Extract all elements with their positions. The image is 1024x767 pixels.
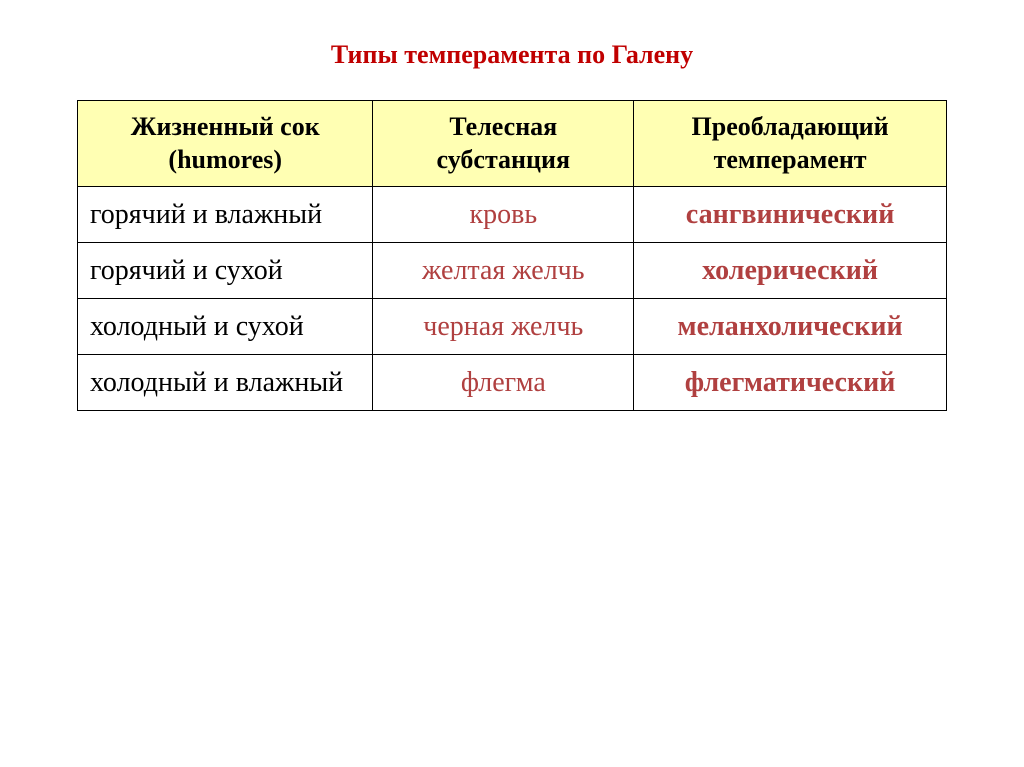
header-line: Жизненный сок	[131, 112, 320, 141]
cell-substance: флегма	[373, 355, 634, 411]
table-header-substance: Телесная субстанция	[373, 101, 634, 187]
cell-humor: горячий и влажный	[78, 187, 373, 243]
header-line: Преобладающий	[692, 112, 889, 141]
cell-humor: холодный и влажный	[78, 355, 373, 411]
cell-temperament: флегматический	[634, 355, 947, 411]
temperament-table: Жизненный сок (humores) Телесная субстан…	[77, 100, 947, 411]
table-row: холодный и сухой черная желчь меланхолич…	[78, 299, 947, 355]
header-line: субстанция	[437, 145, 571, 174]
cell-temperament: холерический	[634, 243, 947, 299]
header-line: темперамент	[714, 145, 867, 174]
cell-substance: черная желчь	[373, 299, 634, 355]
cell-temperament: сангвинический	[634, 187, 947, 243]
table-row: горячий и сухой желтая желчь холерически…	[78, 243, 947, 299]
cell-humor: горячий и сухой	[78, 243, 373, 299]
table-row: горячий и влажный кровь сангвинический	[78, 187, 947, 243]
header-line: Телесная	[449, 112, 557, 141]
table-header-temperament: Преобладающий темперамент	[634, 101, 947, 187]
slide: Типы темперамента по Галену Жизненный со…	[0, 0, 1024, 767]
table-header-humor: Жизненный сок (humores)	[78, 101, 373, 187]
cell-temperament: меланхолический	[634, 299, 947, 355]
table-header-row: Жизненный сок (humores) Телесная субстан…	[78, 101, 947, 187]
cell-humor: холодный и сухой	[78, 299, 373, 355]
cell-substance: кровь	[373, 187, 634, 243]
cell-substance: желтая желчь	[373, 243, 634, 299]
table-body: горячий и влажный кровь сангвинический г…	[78, 187, 947, 411]
slide-title: Типы темперамента по Галену	[0, 40, 1024, 70]
header-line: (humores)	[168, 145, 282, 174]
table-row: холодный и влажный флегма флегматический	[78, 355, 947, 411]
